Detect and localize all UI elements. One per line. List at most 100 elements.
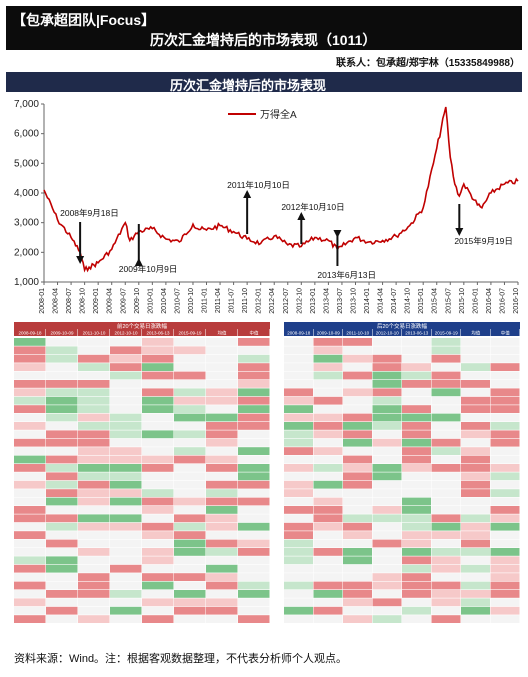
table-cell [78,573,110,581]
table-cell [142,354,174,363]
table-cell [46,396,78,405]
table-cell [110,480,142,489]
table-cell [238,606,270,615]
table-cell [238,396,270,405]
table-cell [490,581,520,590]
table-cell [14,606,46,615]
table-cell [431,413,461,422]
y-tick-label: 6,000 [14,129,39,140]
table-cell [313,371,343,380]
table-cell [461,539,490,548]
table-cell [46,590,78,598]
table-cell [402,413,431,422]
table-cell [174,413,206,422]
table-cell [14,371,46,380]
table-cell [431,598,461,607]
table-cell [461,506,490,514]
table-cell [284,464,313,472]
table-cell [343,380,372,388]
table-cell [46,413,78,422]
table-cell [402,422,431,430]
table-header-label: 2015-09-19 [435,331,459,336]
x-tick-label: 2014-10 [405,288,412,314]
table-header-label: 2008-09-18 [18,331,42,336]
table-header-label: 2012-10-10 [114,331,138,336]
y-tick-label: 4,000 [14,188,39,199]
table-cell [238,564,270,573]
table-cell [343,363,372,371]
table-cell [313,564,343,573]
table-cell [490,606,520,615]
x-tick-label: 2012-10 [296,288,303,314]
chart-banner-bar [6,72,522,92]
y-tick-label: 3,000 [14,218,39,229]
table-cell [46,556,78,565]
table-cell [206,606,238,615]
table-cell [313,455,343,464]
table-cell [313,430,343,439]
table-cell [461,371,490,380]
table-cell [402,573,431,581]
table-cell [174,464,206,472]
table-cell [142,606,174,615]
table-cell [284,564,313,573]
table-cell [431,472,461,481]
table-cell [46,363,78,371]
table-cell [206,464,238,472]
table-cell [313,447,343,455]
table-cell [402,354,431,363]
table-cell [402,338,431,346]
table-cell [174,447,206,455]
header: 【包承超团队|Focus】 历次汇金增持后的市场表现（1011） 联系人：包承超… [0,0,528,70]
table-cell [490,338,520,346]
table-header-cell [431,329,461,336]
table-header-cell [461,329,490,336]
table-cell [284,396,313,405]
table-cell [206,346,238,355]
table-cell [461,464,490,472]
table-cell [431,455,461,464]
table-cell [206,371,238,380]
table-cell [110,497,142,506]
table-cell [206,455,238,464]
table-cell [431,464,461,472]
table-cell [206,480,238,489]
table-cell [206,573,238,581]
table-cell [14,489,46,497]
table-cell [206,338,238,346]
table-cell [78,455,110,464]
table-cell [206,438,238,447]
table-cell [78,380,110,388]
table-cell [313,606,343,615]
table-cell [238,447,270,455]
table-cell [490,548,520,556]
table-cell [174,480,206,489]
table-cell [490,564,520,573]
table-cell [14,405,46,413]
table-cell [431,354,461,363]
table-cell [343,522,372,531]
table-cell [110,489,142,497]
x-tick-label: 2013-01 [310,288,317,314]
table-cell [461,598,490,607]
table-cell [402,480,431,489]
table-cell [78,363,110,371]
table-cell [174,497,206,506]
table-cell [206,422,238,430]
table-cell [431,338,461,346]
table-cell [110,506,142,514]
x-tick-label: 2016-01 [472,288,479,314]
table-cell [284,430,313,439]
table-cell [372,615,402,623]
table-cell [402,522,431,531]
y-tick-label: 7,000 [14,99,39,110]
table-cell [142,548,174,556]
table-cell [206,405,238,413]
table-header-label: 2011-10-10 [346,331,369,336]
table-cell [238,531,270,539]
table-cell [238,497,270,506]
table-cell [284,590,313,598]
table-cell [284,338,313,346]
table-cell [490,531,520,539]
table-header-label: 中值 [250,330,259,337]
